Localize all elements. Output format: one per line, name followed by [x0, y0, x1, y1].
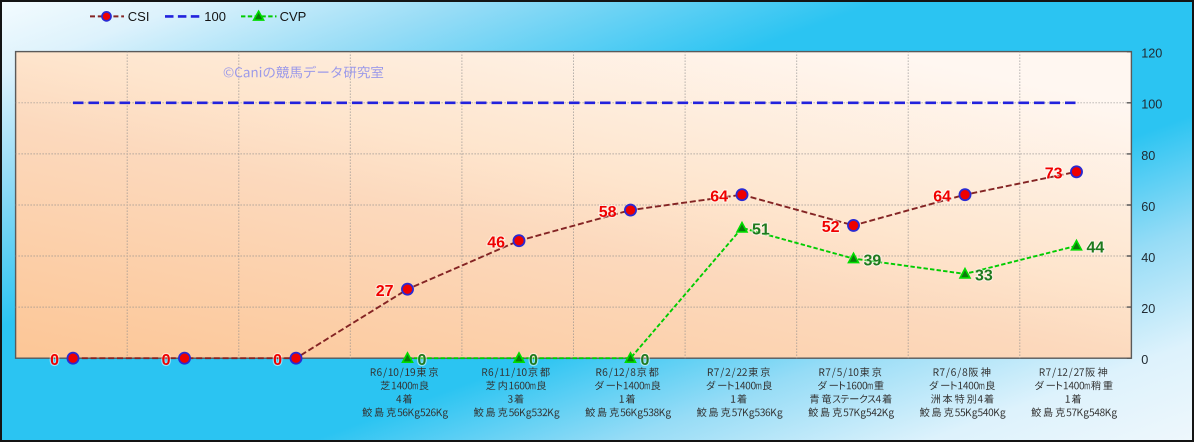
svg-text:CVP: CVP	[280, 9, 307, 24]
svg-text:80: 80	[1141, 149, 1155, 163]
svg-text:0: 0	[529, 352, 538, 369]
svg-text:44: 44	[1087, 240, 1105, 257]
svg-text:73: 73	[1045, 166, 1063, 183]
svg-text:100: 100	[1141, 98, 1162, 112]
svg-text:27: 27	[376, 283, 394, 300]
svg-text:0: 0	[162, 352, 171, 369]
svg-text:39: 39	[864, 252, 882, 269]
svg-text:0: 0	[641, 352, 650, 369]
svg-text:52: 52	[822, 219, 840, 236]
svg-text:51: 51	[752, 222, 770, 239]
svg-text:58: 58	[599, 204, 617, 221]
svg-text:64: 64	[710, 188, 728, 205]
svg-text:60: 60	[1141, 200, 1155, 214]
svg-text:100: 100	[204, 9, 226, 24]
svg-text:40: 40	[1141, 251, 1155, 265]
svg-text:20: 20	[1141, 302, 1155, 316]
svg-text:CSI: CSI	[128, 9, 150, 24]
svg-text:33: 33	[975, 268, 993, 285]
svg-text:64: 64	[933, 188, 951, 205]
svg-text:120: 120	[1141, 47, 1162, 61]
svg-text:0: 0	[50, 352, 59, 369]
svg-text:0: 0	[273, 352, 282, 369]
svg-text:0: 0	[1141, 353, 1148, 367]
svg-text:46: 46	[487, 234, 505, 251]
svg-text:0: 0	[418, 352, 427, 369]
